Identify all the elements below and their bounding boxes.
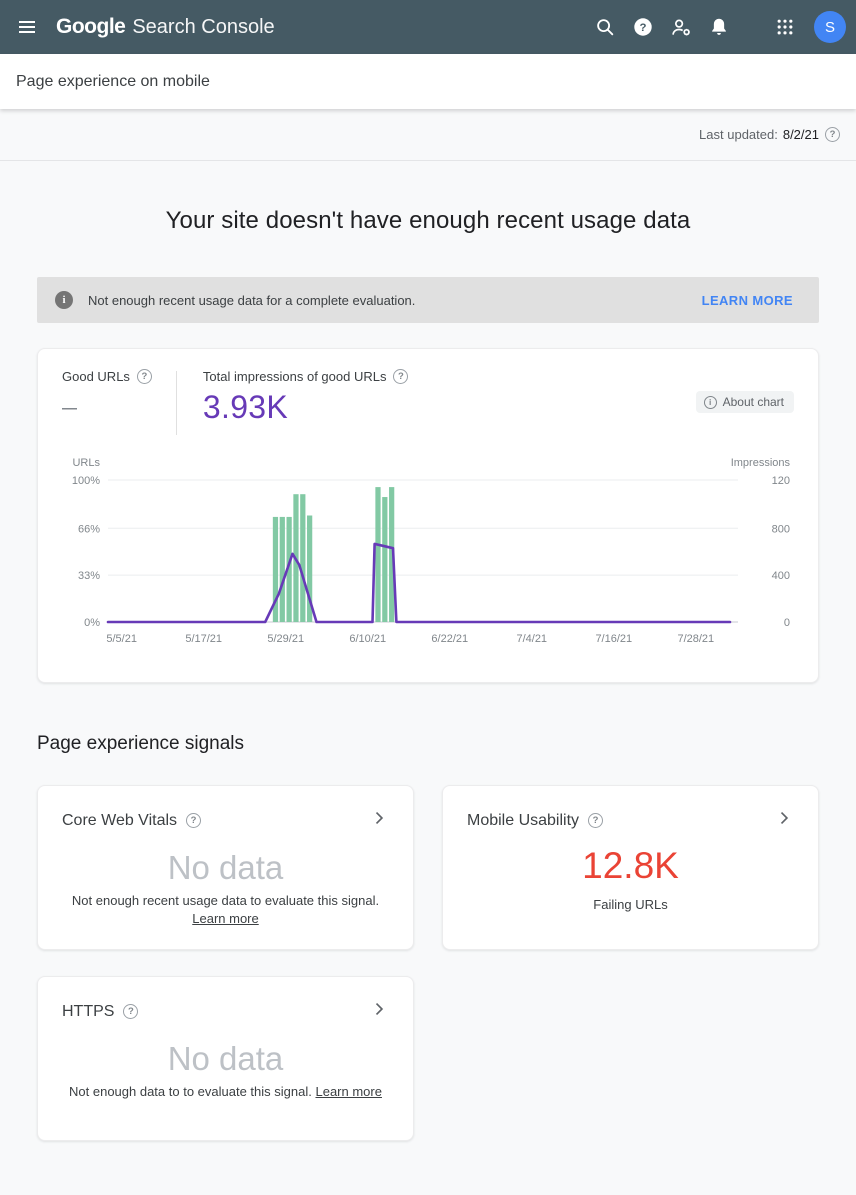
svg-text:URLs: URLs	[72, 457, 100, 469]
svg-text:120: 120	[772, 475, 790, 487]
svg-text:7/4/21: 7/4/21	[516, 633, 547, 645]
https-card[interactable]: HTTPS ? No data Not enough data to to ev…	[37, 976, 414, 1141]
impressions-label: Total impressions of good URLs	[202, 369, 387, 384]
menu-icon[interactable]	[8, 8, 46, 46]
info-banner: i Not enough recent usage data for a com…	[37, 277, 819, 323]
mobile-usability-card[interactable]: Mobile Usability ? 12.8K Failing URLs	[442, 785, 819, 950]
chart-area: 100% 120 66% 800 33% 400 0% 0 URLs Impressions 5/5…	[62, 449, 794, 660]
svg-text:0%: 0%	[84, 617, 100, 629]
card-title: HTTPS	[62, 1002, 115, 1020]
card-caption: Not enough recent usage data to evaluate…	[71, 893, 380, 908]
no-data-text: No data	[167, 1040, 284, 1077]
chevron-right-icon[interactable]	[774, 808, 794, 833]
good-urls-label: Good URLs	[62, 369, 130, 384]
svg-text:400: 400	[772, 570, 790, 582]
logo-product: Search Console	[132, 16, 275, 38]
search-icon[interactable]	[586, 8, 624, 46]
chevron-right-icon[interactable]	[369, 999, 389, 1024]
failing-urls-count: 12.8K	[582, 845, 679, 886]
help-icon[interactable]: ?	[624, 8, 662, 46]
avatar[interactable]: S	[814, 11, 846, 43]
svg-text:66%: 66%	[78, 523, 100, 535]
svg-text:100%: 100%	[72, 475, 100, 487]
chevron-right-icon[interactable]	[369, 808, 389, 833]
about-chart-button[interactable]: i About chart	[695, 391, 794, 413]
info-outline-icon: i	[703, 395, 717, 409]
no-data-text: No data	[167, 849, 284, 886]
page-title: Page experience on mobile	[16, 72, 210, 90]
svg-text:800: 800	[772, 523, 790, 535]
last-updated-bar: Last updated: 8/2/21 ?	[0, 109, 856, 161]
help-circle-icon[interactable]: ?	[588, 813, 604, 828]
last-updated-value: 8/2/21	[782, 127, 819, 142]
breadcrumb: Page experience on mobile	[0, 54, 856, 109]
svg-text:7/28/21: 7/28/21	[677, 633, 714, 645]
apps-grid-icon[interactable]	[766, 8, 804, 46]
impressions-metric: Total impressions of good URLs ? 3.93K	[203, 369, 409, 426]
card-title: Mobile Usability	[467, 811, 580, 829]
svg-text:Impressions: Impressions	[731, 457, 791, 469]
card-caption: Not enough data to to evaluate this sign…	[69, 1084, 382, 1099]
good-urls-value: —	[62, 400, 77, 417]
svg-text:?: ?	[640, 22, 647, 34]
good-urls-metric: Good URLs ? —	[62, 369, 152, 417]
learn-more-button[interactable]: LEARN MORE	[701, 292, 793, 308]
card-title: Core Web Vitals	[62, 811, 178, 829]
impressions-value: 3.93K	[202, 389, 289, 425]
notifications-icon[interactable]	[700, 8, 738, 46]
experience-chart: 100% 120 66% 800 33% 400 0% 0 URLs Impressions 5/5…	[72, 457, 791, 645]
svg-text:5/29/21: 5/29/21	[267, 633, 304, 645]
svg-text:5/5/21: 5/5/21	[106, 633, 137, 645]
logo-google: Google	[56, 15, 126, 38]
banner-message: Not enough recent usage data for a compl…	[88, 292, 416, 308]
info-icon: i	[55, 291, 73, 309]
help-circle-icon[interactable]: ?	[186, 813, 202, 828]
help-circle-icon[interactable]: ?	[123, 1004, 139, 1019]
help-circle-icon[interactable]: ?	[393, 369, 409, 384]
learn-more-link[interactable]: Learn more	[315, 1084, 382, 1099]
svg-text:6/10/21: 6/10/21	[349, 633, 386, 645]
vertical-divider	[175, 371, 177, 435]
svg-text:6/22/21: 6/22/21	[431, 633, 468, 645]
signals-heading: Page experience signals	[37, 733, 245, 754]
last-updated-label: Last updated:	[699, 127, 778, 142]
help-circle-icon[interactable]: ?	[825, 127, 840, 142]
signals-grid: Core Web Vitals ? No data Not enough rec…	[37, 785, 819, 1191]
page-headline: Your site doesn't have enough recent usa…	[165, 207, 691, 234]
card-caption: Failing URLs	[593, 897, 668, 912]
svg-text:0: 0	[784, 617, 790, 629]
learn-more-link[interactable]: Learn more	[192, 911, 259, 927]
manage-users-icon[interactable]	[662, 8, 700, 46]
page-experience-chart-card: Good URLs ? — Total impressions of good …	[37, 348, 819, 683]
chart-header: Good URLs ? — Total impressions of good …	[62, 369, 794, 435]
about-chart-label: About chart	[722, 395, 784, 409]
svg-text:7/16/21: 7/16/21	[595, 633, 632, 645]
top-app-bar: Google Search Console ? S	[0, 0, 856, 54]
core-web-vitals-card[interactable]: Core Web Vitals ? No data Not enough rec…	[37, 785, 414, 950]
topbar-actions: ? S	[586, 8, 846, 46]
svg-text:5/17/21: 5/17/21	[185, 633, 222, 645]
product-logo[interactable]: Google Search Console	[56, 15, 275, 39]
svg-text:33%: 33%	[78, 570, 100, 582]
help-circle-icon[interactable]: ?	[136, 369, 152, 384]
